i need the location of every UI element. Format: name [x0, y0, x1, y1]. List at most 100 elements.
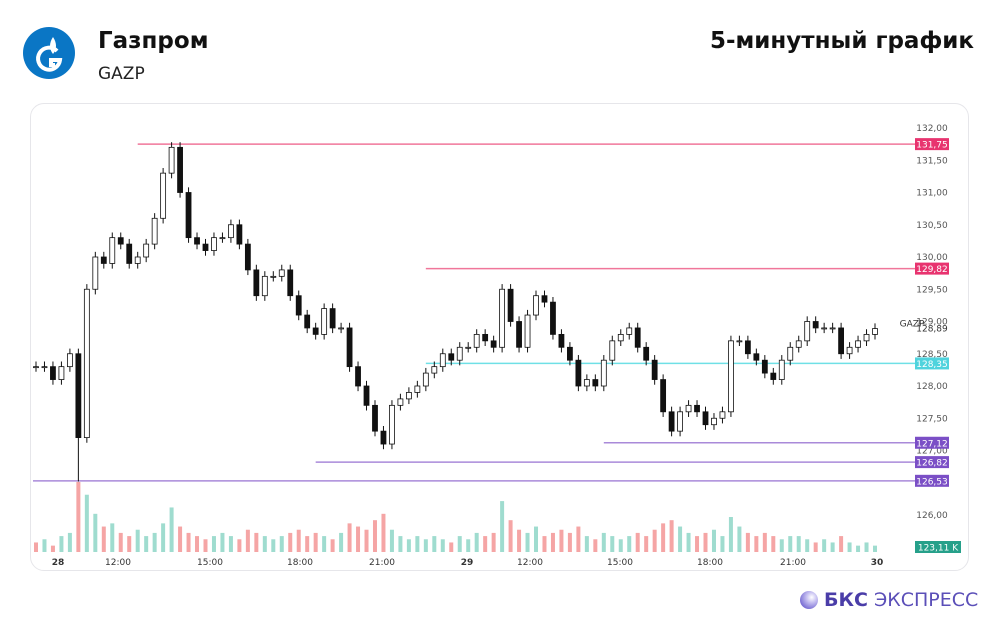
- candle-body: [422, 372, 429, 387]
- candle-body: [92, 256, 99, 290]
- y-tick-label: 128,50: [916, 350, 948, 360]
- candle-body: [863, 333, 870, 342]
- candle-body: [677, 411, 683, 432]
- candle-body: [617, 333, 624, 342]
- company-name: Газпром: [98, 28, 209, 54]
- candle-body: [770, 372, 777, 380]
- candle-body: [253, 269, 260, 297]
- candle-body: [482, 333, 489, 342]
- candle-body: [363, 385, 370, 406]
- volume-bar: [822, 539, 827, 552]
- candle-body: [33, 366, 39, 369]
- candle-body: [75, 353, 82, 438]
- volume-bar: [517, 529, 522, 552]
- candle-body: [473, 333, 480, 348]
- candle-body: [346, 327, 353, 368]
- candle-body: [58, 366, 65, 380]
- candle-body: [541, 295, 548, 303]
- candle-body: [185, 192, 192, 239]
- y-tick-label: 127,00: [916, 447, 948, 457]
- candle-body: [753, 353, 760, 361]
- y-tick-label: 131,00: [916, 189, 948, 199]
- volume-bar: [678, 526, 683, 552]
- chart-title: 5-минутный график: [709, 28, 974, 54]
- volume-bar: [567, 532, 572, 552]
- volume-bar: [50, 545, 55, 552]
- candle-body: [244, 243, 251, 271]
- level-label: 127,12: [916, 439, 948, 449]
- candle-body: [516, 321, 522, 348]
- volume-bar: [618, 539, 623, 552]
- x-tick-label: 30: [871, 558, 884, 568]
- volume-bar: [211, 536, 216, 552]
- volume-bar: [59, 536, 64, 552]
- level-label: 128,35: [916, 360, 948, 370]
- volume-bar: [347, 523, 352, 552]
- volume-bar: [652, 529, 657, 552]
- volume-bar: [669, 520, 674, 552]
- volume-bar: [245, 529, 250, 552]
- volume-bar: [203, 539, 208, 552]
- candle-body: [736, 340, 743, 343]
- volume-bar: [127, 536, 132, 552]
- candle-body: [838, 327, 845, 355]
- volume-bar: [110, 523, 115, 552]
- volume-bar: [84, 494, 89, 552]
- volume-bar: [169, 507, 174, 552]
- candle-body: [405, 392, 412, 400]
- y-tick-label: 129,50: [916, 285, 948, 295]
- candle-body: [448, 353, 455, 361]
- brand-orb-icon: [800, 591, 818, 609]
- volume-bar: [398, 536, 403, 552]
- volume-bar: [661, 523, 666, 552]
- candle-body: [592, 379, 599, 387]
- candle-body: [761, 359, 768, 374]
- volume-bar: [627, 536, 632, 552]
- candle-body: [575, 359, 582, 387]
- candle-body: [795, 340, 802, 348]
- candle-body: [668, 411, 675, 432]
- candle-body: [744, 340, 751, 355]
- candle-body: [287, 269, 294, 297]
- volume-bar: [93, 513, 98, 552]
- x-tick-label: 12:00: [517, 558, 543, 568]
- volume-bar: [118, 532, 123, 552]
- candle-body: [355, 366, 361, 387]
- volume-bar: [788, 536, 793, 552]
- brand-bold: БКС: [824, 589, 868, 611]
- volume-bar: [144, 536, 149, 552]
- volume-bar: [762, 532, 767, 552]
- candle-body: [643, 346, 650, 361]
- volume-bar: [381, 513, 386, 552]
- level-label: 131,75: [916, 141, 948, 151]
- candle-body: [583, 379, 590, 387]
- volume-bar: [195, 536, 200, 552]
- candle-body: [787, 346, 794, 361]
- candle-body: [83, 288, 90, 439]
- candle-body: [626, 327, 633, 335]
- candle-body: [329, 308, 336, 329]
- candle-body: [389, 404, 395, 445]
- volume-bar: [771, 536, 776, 552]
- candle-body: [533, 295, 539, 316]
- x-tick-label: 21:00: [780, 558, 806, 568]
- candle-body: [228, 224, 234, 239]
- volume-bar: [406, 539, 411, 552]
- volume-bar: [389, 529, 394, 552]
- candle-body: [304, 314, 311, 329]
- candle-body: [855, 340, 861, 348]
- x-tick-label: 18:00: [697, 558, 723, 568]
- candle-body: [338, 327, 344, 330]
- candle-body: [804, 321, 811, 342]
- candle-body: [558, 333, 565, 348]
- candle-body: [126, 243, 133, 264]
- volume-bar: [364, 529, 369, 552]
- x-tick-label: 21:00: [369, 558, 395, 568]
- volume-bar: [449, 542, 454, 552]
- candle-body: [685, 404, 692, 413]
- volume-bar: [542, 536, 547, 552]
- volume-bar: [534, 526, 539, 552]
- volume-bar: [593, 539, 598, 552]
- volume-bar: [423, 539, 428, 552]
- volume-bar: [483, 536, 488, 552]
